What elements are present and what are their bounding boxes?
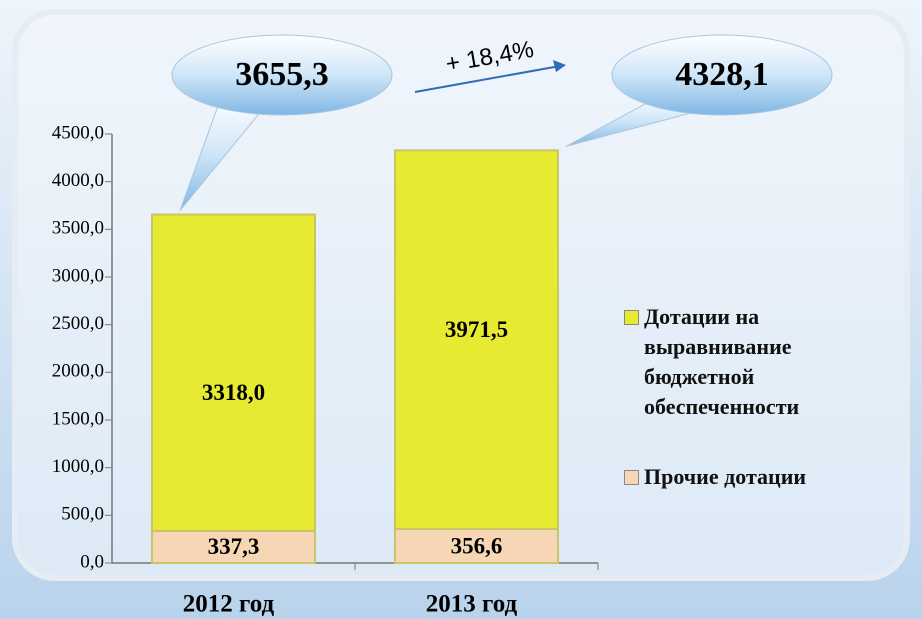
callout-label: 4328,1 [675, 56, 769, 93]
value-label: 337,3 [208, 534, 260, 559]
y-tick-label: 2500,0 [52, 313, 104, 334]
legend-item: Прочие дотации [624, 462, 904, 492]
value-label: 3318,0 [202, 380, 265, 405]
bar-segment [394, 149, 559, 531]
y-tick-label: 4500,0 [52, 122, 104, 143]
bar-segment [151, 213, 316, 532]
legend-item: Дотации на выравнивание бюджетной обеспе… [624, 302, 904, 422]
legend-swatch [624, 310, 639, 325]
growth-arrow [414, 65, 561, 93]
callout-label: 3655,3 [235, 56, 329, 93]
legend-label: Прочие дотации [644, 464, 807, 489]
legend: Дотации на выравнивание бюджетной обеспе… [624, 302, 904, 508]
y-tick-label: 4000,0 [52, 170, 104, 191]
callout [171, 34, 393, 116]
y-tick-label: 3500,0 [52, 218, 104, 239]
y-tick-label: 1000,0 [52, 456, 104, 477]
y-tick-label: 500,0 [61, 504, 104, 525]
value-label: 3971,5 [445, 317, 508, 342]
y-tick-label: 1500,0 [52, 408, 104, 429]
x-tick-label: 2012 год [183, 591, 275, 618]
legend-swatch [624, 470, 639, 485]
x-tick-label: 2013 год [426, 591, 518, 618]
y-tick-label: 0,0 [80, 551, 104, 572]
y-tick-label: 2000,0 [52, 361, 104, 382]
growth-arrowhead [553, 60, 566, 72]
legend-label: Дотации на выравнивание бюджетной обеспе… [644, 304, 800, 419]
y-tick-label: 3000,0 [52, 265, 104, 286]
value-label: 356,6 [451, 533, 503, 558]
callout [611, 34, 833, 116]
